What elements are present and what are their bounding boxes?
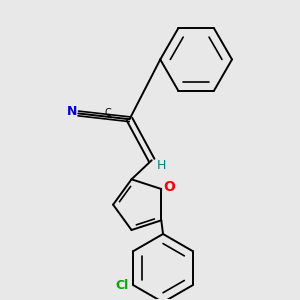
Text: N: N bbox=[67, 105, 77, 118]
Text: O: O bbox=[163, 180, 175, 194]
Text: Cl: Cl bbox=[116, 279, 129, 292]
Text: H: H bbox=[157, 159, 166, 172]
Text: C: C bbox=[105, 108, 111, 118]
